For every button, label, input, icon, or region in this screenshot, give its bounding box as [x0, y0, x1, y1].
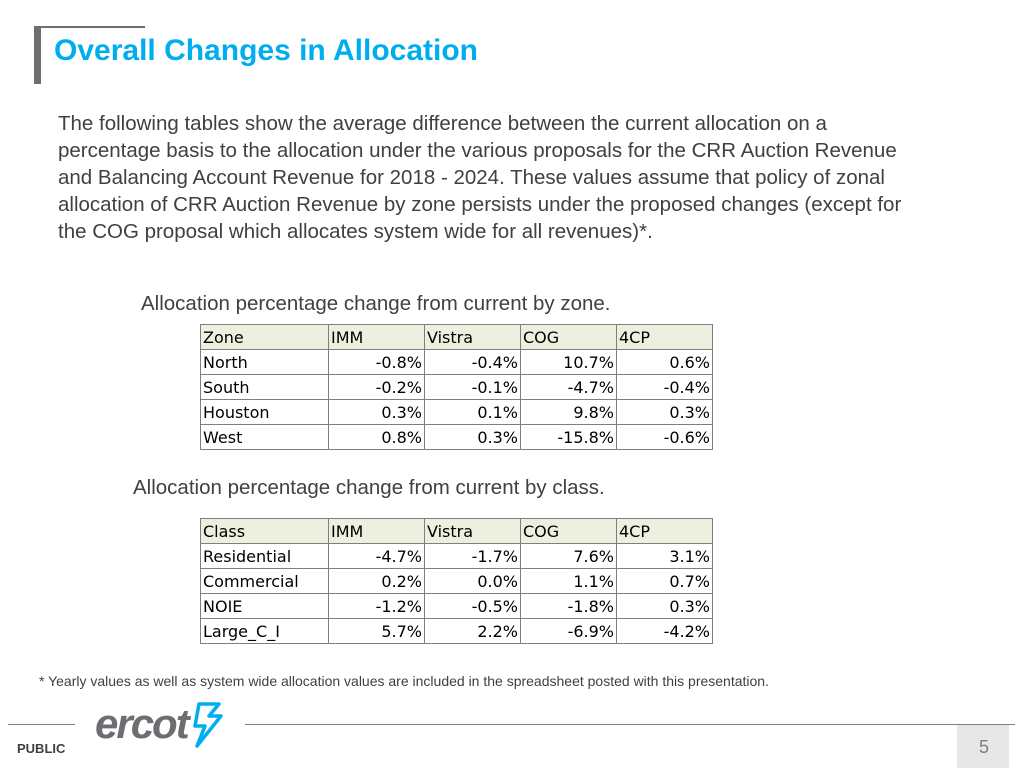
table-row: Houston 0.3% 0.1% 9.8% 0.3%: [200, 399, 713, 425]
zone-name-cell: North: [200, 349, 329, 375]
table-header-row: Zone IMM Vistra COG 4CP: [200, 324, 713, 350]
value-cell: -0.4%: [424, 349, 521, 375]
value-cell: 0.7%: [616, 568, 713, 594]
value-cell: 0.6%: [616, 349, 713, 375]
value-cell: 3.1%: [616, 543, 713, 569]
column-header: COG: [520, 518, 617, 544]
classification-label: PUBLIC: [17, 741, 66, 756]
column-header: 4CP: [616, 324, 713, 350]
page-number: 5: [978, 737, 989, 757]
title-accent-bar: [34, 26, 41, 84]
value-cell: -0.8%: [328, 349, 425, 375]
ercot-logo: ercot: [95, 700, 230, 752]
value-cell: 2.2%: [424, 618, 521, 644]
table-row: Large_C_I 5.7% 2.2% -6.9% -4.2%: [200, 618, 713, 644]
ercot-lightning-logo-icon: [193, 702, 223, 748]
value-cell: 0.1%: [424, 399, 521, 425]
class-name-cell: Residential: [200, 543, 329, 569]
table-row: NOIE -1.2% -0.5% -1.8% 0.3%: [200, 593, 713, 619]
value-cell: -15.8%: [520, 424, 617, 450]
column-header: Class: [200, 518, 329, 544]
value-cell: -0.5%: [424, 593, 521, 619]
zone-name-cell: South: [200, 374, 329, 400]
footer-divider-left: [8, 724, 75, 725]
value-cell: -1.8%: [520, 593, 617, 619]
value-cell: 5.7%: [328, 618, 425, 644]
title-accent-rule: [41, 26, 145, 28]
value-cell: 0.3%: [328, 399, 425, 425]
value-cell: 0.3%: [424, 424, 521, 450]
value-cell: 0.8%: [328, 424, 425, 450]
column-header: IMM: [328, 518, 425, 544]
value-cell: 0.2%: [328, 568, 425, 594]
value-cell: 10.7%: [520, 349, 617, 375]
class-table-caption: Allocation percentage change from curren…: [133, 476, 605, 499]
table-row: Commercial 0.2% 0.0% 1.1% 0.7%: [200, 568, 713, 594]
value-cell: 7.6%: [520, 543, 617, 569]
value-cell: 0.3%: [616, 399, 713, 425]
class-name-cell: NOIE: [200, 593, 329, 619]
page-number-box: 5: [957, 725, 1009, 768]
table-row: South -0.2% -0.1% -4.7% -0.4%: [200, 374, 713, 400]
page-title: Overall Changes in Allocation: [54, 34, 478, 67]
class-name-cell: Large_C_I: [200, 618, 329, 644]
value-cell: -0.6%: [616, 424, 713, 450]
zone-name-cell: Houston: [200, 399, 329, 425]
zone-name-cell: West: [200, 424, 329, 450]
value-cell: 0.3%: [616, 593, 713, 619]
value-cell: 1.1%: [520, 568, 617, 594]
value-cell: -0.4%: [616, 374, 713, 400]
value-cell: -4.2%: [616, 618, 713, 644]
table-row: North -0.8% -0.4% 10.7% 0.6%: [200, 349, 713, 375]
footnote: * Yearly values as well as system wide a…: [39, 673, 769, 689]
intro-paragraph: The following tables show the average di…: [58, 112, 902, 243]
value-cell: -0.1%: [424, 374, 521, 400]
column-header: 4CP: [616, 518, 713, 544]
zone-table: Zone IMM Vistra COG 4CP North -0.8% -0.4…: [200, 324, 713, 450]
footer-divider-right: [245, 724, 1015, 725]
value-cell: -6.9%: [520, 618, 617, 644]
value-cell: 9.8%: [520, 399, 617, 425]
value-cell: -4.7%: [328, 543, 425, 569]
class-table: Class IMM Vistra COG 4CP Residential -4.…: [200, 518, 713, 644]
logo-wordmark: ercot: [95, 700, 190, 747]
zone-table-caption: Allocation percentage change from curren…: [141, 292, 611, 315]
value-cell: 0.0%: [424, 568, 521, 594]
column-header: COG: [520, 324, 617, 350]
value-cell: -1.2%: [328, 593, 425, 619]
column-header: IMM: [328, 324, 425, 350]
table-header-row: Class IMM Vistra COG 4CP: [200, 518, 713, 544]
table-row: West 0.8% 0.3% -15.8% -0.6%: [200, 424, 713, 450]
column-header: Zone: [200, 324, 329, 350]
value-cell: -4.7%: [520, 374, 617, 400]
column-header: Vistra: [424, 518, 521, 544]
value-cell: -0.2%: [328, 374, 425, 400]
class-name-cell: Commercial: [200, 568, 329, 594]
value-cell: -1.7%: [424, 543, 521, 569]
column-header: Vistra: [424, 324, 521, 350]
table-row: Residential -4.7% -1.7% 7.6% 3.1%: [200, 543, 713, 569]
